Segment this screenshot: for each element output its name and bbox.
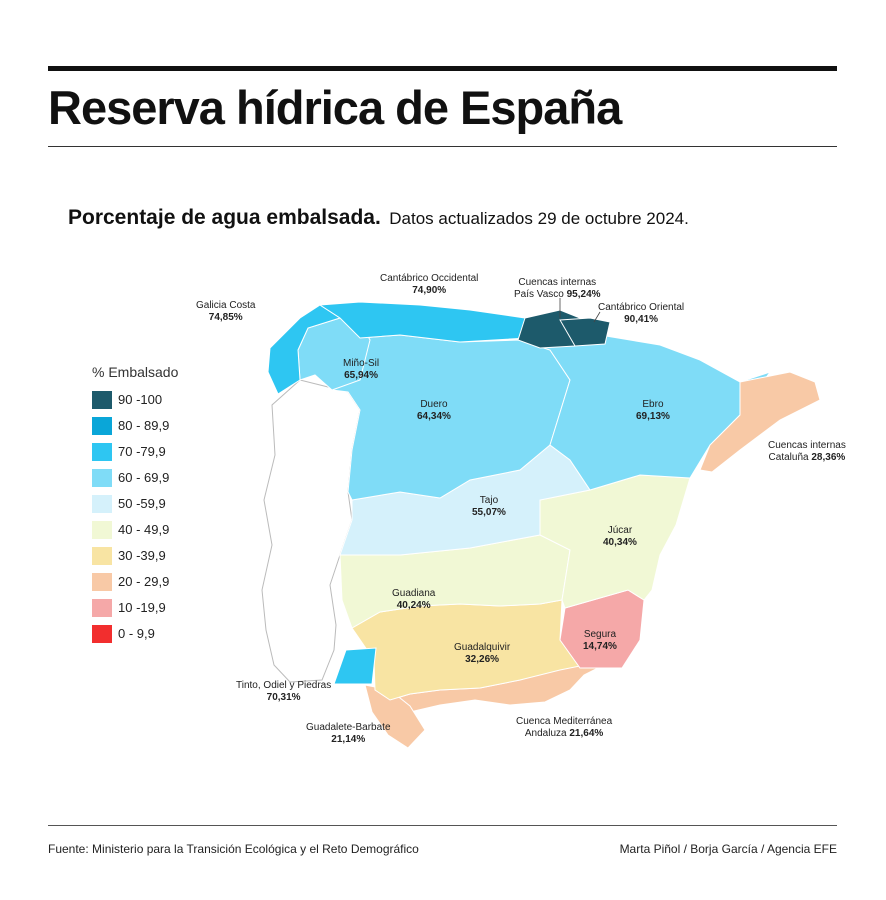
basin-cataluna [699,371,821,473]
legend-swatch [92,520,112,539]
credit-text: Marta Piñol / Borja García / Agencia EFE [619,842,837,856]
subtitle-main: Porcentaje de agua embalsada. [68,206,381,229]
label-tinto: Tinto, Odiel y Piedras 70,31% [236,680,332,703]
legend-item: 30 -39,9 [92,546,178,565]
label-cataluna: Cuencas internas Cataluña 28,36% [768,440,846,463]
legend-label: 20 - 29,9 [118,574,170,589]
legend-swatch [92,416,112,435]
legend-swatch [92,624,112,643]
legend-swatch [92,468,112,487]
legend-item: 90 -100 [92,390,178,409]
legend-swatch [92,546,112,565]
page-title: Reserva hídrica de España [48,81,622,134]
legend-label: 50 -59,9 [118,496,166,511]
label-duero: Duero 64,34% [417,399,451,422]
leader-cantabrico-or [593,311,601,323]
legend-item: 50 -59,9 [92,494,178,513]
legend-label: 70 -79,9 [118,444,166,459]
label-jucar: Júcar 40,34% [603,525,637,548]
portugal-region [261,379,361,683]
legend-item: 10 -19,9 [92,598,178,617]
legend-label: 10 -19,9 [118,600,166,615]
legend-label: 90 -100 [118,392,163,407]
label-guadalquivir: Guadalquivir 32,26% [454,642,511,665]
label-cantabrico-oriental: Cantábrico Oriental 90,41% [598,302,685,325]
top-rule [48,66,837,71]
label-segura: Segura 14,74% [583,629,617,652]
legend-item: 20 - 29,9 [92,572,178,591]
map-legend: % Embalsado 90 -100 80 - 89,9 70 -79,9 60 -… [92,364,178,650]
legend-item: 60 - 69,9 [92,468,178,487]
label-tajo: Tajo 55,07% [472,495,506,518]
legend-item: 70 -79,9 [92,442,178,461]
legend-label: 80 - 89,9 [118,418,170,433]
basin-galicia [267,304,342,395]
legend-swatch [92,494,112,513]
footer-divider [48,825,837,826]
legend-swatch [92,390,112,409]
legend-label: 40 - 49,9 [118,522,170,537]
legend-label: 0 - 9,9 [118,626,155,641]
basin-cantabrico-or [559,317,611,347]
source-text: Fuente: Ministerio para la Transición Ec… [48,842,419,856]
subtitle-date: Datos actualizados 29 de octubre 2024. [389,209,689,228]
legend-label: 60 - 69,9 [118,470,170,485]
label-ebro: Ebro 69,13% [636,399,670,422]
title-divider [48,146,837,147]
label-cantabrico-occidental: Cantábrico Occidental 74,90% [380,273,479,296]
legend-swatch [92,598,112,617]
legend-items: 90 -100 80 - 89,9 70 -79,9 60 - 69,9 50 -59,… [92,390,178,643]
label-guadalete: Guadalete-Barbate 21,14% [306,722,391,745]
label-mino-sil: Miño-Sil 65,94% [343,358,380,381]
legend-label: 30 -39,9 [118,548,166,563]
basin-ebro [519,334,772,491]
label-galicia-costa: Galicia Costa 74,85% [196,300,256,323]
label-guadiana: Guadiana 40,24% [392,588,436,611]
label-pais-vasco: Cuencas internas País Vasco 95,24% [514,277,601,300]
legend-swatch [92,572,112,591]
label-mediterranea: Cuenca Mediterránea Andaluza 21,64% [516,716,613,739]
legend-swatch [92,442,112,461]
basin-tinto [333,647,377,685]
subtitle: Porcentaje de agua embalsada. Datos actu… [68,206,689,230]
legend-title: % Embalsado [92,364,179,380]
legend-item: 40 - 49,9 [92,520,178,539]
legend-item: 80 - 89,9 [92,416,178,435]
legend-item: 0 - 9,9 [92,624,178,643]
